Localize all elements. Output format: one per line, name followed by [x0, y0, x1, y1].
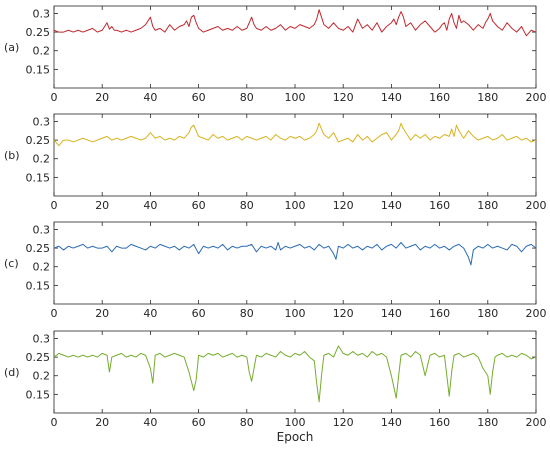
panel-4-xtick-label: 200 [526, 416, 547, 429]
panel-1-xtick-label: 180 [477, 91, 498, 104]
panel-4-xtick-label: 20 [95, 416, 109, 429]
panel-2-axes-box [53, 113, 537, 197]
panel-3-ytick-label: 0.2 [33, 261, 51, 274]
panel-2-ytick-label: 0.15 [26, 171, 51, 184]
panel-4-xtick-label: 100 [285, 416, 306, 429]
panel-2-ytick-label: 0.25 [26, 134, 51, 147]
panel-1-xtick-label: 0 [51, 91, 58, 104]
panel-3-ytick-label: 0.15 [26, 279, 51, 292]
panel-3-ytick-label: 0.25 [26, 242, 51, 255]
panel-2-xtick-label: 180 [477, 199, 498, 212]
panel-2-xtick-label: 20 [95, 199, 109, 212]
panel-3-xtick-label: 40 [143, 307, 157, 320]
panel-2-ytick-label: 0.2 [33, 153, 51, 166]
panel-3-axes-box [53, 221, 537, 305]
x-axis-label: Epoch [277, 430, 314, 444]
panel-4-xtick-label: 180 [477, 416, 498, 429]
panel-3-xtick-label: 180 [477, 307, 498, 320]
panel-4-ytick-label: 0.15 [26, 388, 51, 401]
panel-4-ytick-label: 0.25 [26, 351, 51, 364]
panel-2-xtick-label: 100 [285, 199, 306, 212]
panel-2-xtick-label: 120 [333, 199, 354, 212]
panel-1-xtick-label: 120 [333, 91, 354, 104]
panel-4-xtick-label: 0 [51, 416, 58, 429]
panel-3-ytick-label: 0.3 [33, 223, 51, 236]
panel-1-ytick-label: 0.15 [26, 63, 51, 76]
panel-2-xtick-label: 140 [381, 199, 402, 212]
panel-1-ytick-label: 0.25 [26, 26, 51, 39]
panel-3-xtick-label: 0 [51, 307, 58, 320]
panel-1-xtick-label: 200 [526, 91, 547, 104]
panel-2-xtick-label: 200 [526, 199, 547, 212]
panel-3-xtick-label: 160 [429, 307, 450, 320]
panel-4-label: (d) [4, 366, 20, 379]
panel-2-ytick-label: 0.3 [33, 115, 51, 128]
panel-1-xtick-label: 100 [285, 91, 306, 104]
panel-1-xtick-label: 40 [143, 91, 157, 104]
panel-4-xtick-label: 140 [381, 416, 402, 429]
panel-4-xtick-label: 160 [429, 416, 450, 429]
panel-4-xtick-label: 120 [333, 416, 354, 429]
panel-2-xtick-label: 0 [51, 199, 58, 212]
panel-4-xtick-label: 40 [143, 416, 157, 429]
panel-3-xtick-label: 140 [381, 307, 402, 320]
panel-4-series-line [53, 345, 537, 403]
panel-1-xtick-label: 160 [429, 91, 450, 104]
panel-3-xtick-label: 200 [526, 307, 547, 320]
panel-2-xtick-label: 160 [429, 199, 450, 212]
panel-1-label: (a) [4, 41, 19, 54]
panel-2-xtick-label: 60 [192, 199, 206, 212]
panel-1-axes-box [53, 5, 537, 89]
panel-1-series-line [53, 9, 537, 37]
panel-1-xtick-label: 140 [381, 91, 402, 104]
panel-4-xtick-label: 60 [192, 416, 206, 429]
panel-4-ytick-label: 0.2 [33, 370, 51, 383]
panel-4-xtick-label: 80 [240, 416, 254, 429]
panel-1-ytick-label: 0.3 [33, 7, 51, 20]
panel-3-series-line [53, 242, 537, 266]
panel-2-series-line [53, 122, 537, 147]
panel-3-xtick-label: 60 [192, 307, 206, 320]
panel-4-axes-box [53, 330, 537, 414]
panel-1-xtick-label: 80 [240, 91, 254, 104]
panel-3-xtick-label: 100 [285, 307, 306, 320]
panel-3-xtick-label: 80 [240, 307, 254, 320]
panel-4-ytick-label: 0.3 [33, 332, 51, 345]
panel-3-xtick-label: 120 [333, 307, 354, 320]
panel-3-xtick-label: 20 [95, 307, 109, 320]
panel-1-xtick-label: 60 [192, 91, 206, 104]
panel-1-xtick-label: 20 [95, 91, 109, 104]
panel-2-xtick-label: 80 [240, 199, 254, 212]
panel-3-label: (c) [4, 257, 19, 270]
panel-2-label: (b) [4, 149, 20, 162]
panel-1-ytick-label: 0.2 [33, 45, 51, 58]
panel-2-xtick-label: 40 [143, 199, 157, 212]
